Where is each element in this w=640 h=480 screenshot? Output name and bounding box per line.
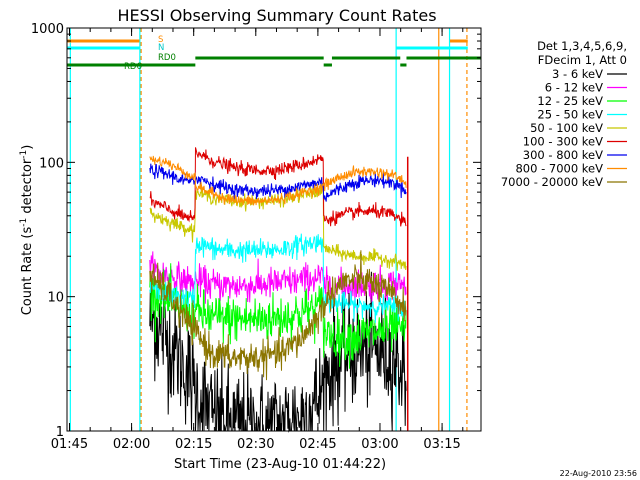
x-tick-label: 01:45 [51,437,88,452]
y-axis-label-sup2: -1 [19,150,29,159]
x-axis-label: Start Time (23-Aug-10 01:44:22) [174,457,386,472]
x-tick-label: 03:15 [423,437,460,452]
y-axis: 1 10 100 1000 [31,22,481,440]
legend-entry-label: 7000 - 20000 keV [501,175,603,189]
legend-entry-label: 50 - 100 keV [530,121,603,135]
y-axis-label-end: ) [20,145,35,150]
series-line-25-50-kev [149,233,407,324]
y-tick-label: 1 [56,425,64,440]
flag-label-s: S [158,35,163,45]
legend-entry-label: 300 - 800 keV [523,148,603,162]
chart-title: HESSI Observing Summary Count Rates [117,6,436,25]
series-line-800-7000-kev [149,155,407,206]
legend-entry-label: 6 - 12 keV [545,81,603,95]
legend-header: Det 1,3,4,5,6,9, [537,39,627,53]
legend-entry-label: 800 - 7000 keV [515,162,603,176]
x-tick-label: 02:15 [175,437,212,452]
legend-header: FDecim 1, Att 0 [538,53,627,67]
series-line-100-300-kev [149,147,407,227]
y-tick-label: 10 [47,291,64,306]
flag-label-n: N [158,43,164,53]
x-tick-label: 03:00 [361,437,398,452]
series-line-50-100-kev [149,181,407,271]
legend-entry-label: 12 - 25 keV [537,94,603,108]
footer-date: 22-Aug-2010 23:56 [560,469,637,478]
x-tick-label: 02:45 [299,437,336,452]
series-line-300-800-kev [149,163,407,202]
y-tick-label: 100 [39,156,64,171]
flag-label-rd6: RD6 [124,62,142,72]
y-axis-label: Count Rate (s-1 detector-1) [19,145,35,316]
legend-entry-label: 3 - 6 keV [552,67,603,81]
series-line-7000-20000-kev [149,250,407,381]
y-axis-label-main: Count Rate (s [20,227,35,316]
legend: Det 1,3,4,5,6,9,FDecim 1, Att 03 - 6 keV… [501,39,627,189]
legend-entry-label: 25 - 50 keV [537,108,603,122]
x-tick-label: 02:30 [237,437,274,452]
legend-entry-label: 100 - 300 keV [523,135,603,149]
plot-frame [66,27,482,432]
y-tick-label: 1000 [31,22,64,37]
x-axis: 01:45 02:00 02:15 02:30 02:45 03:00 03:15 [51,28,464,452]
flag-label-rd0: RD0 [158,53,176,63]
y-axis-label-sup1: -1 [19,218,29,227]
x-tick-label: 02:00 [113,437,150,452]
y-axis-label-mid: detector [20,158,35,218]
